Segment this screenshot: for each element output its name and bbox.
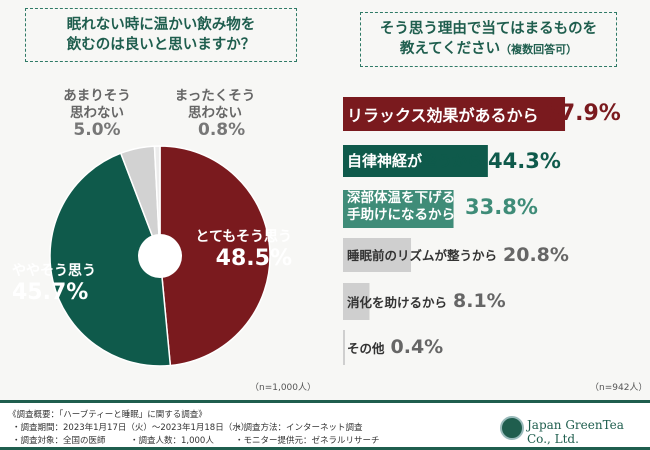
- pie-value: 5.0%: [73, 120, 121, 140]
- bar-category: リラックス効果があるから: [347, 105, 539, 125]
- bar-value: 33.8%: [465, 195, 538, 219]
- bar-value: 0.4%: [390, 336, 444, 358]
- question-line: そう思う理由で当てはまるものを: [379, 21, 598, 37]
- survey-period: ・調査期間：2023年1月17日（火）～2023年1月18日（水）: [12, 423, 250, 433]
- bar-label-row: リラックス効果があるから 67.9%: [347, 101, 621, 126]
- bar: [343, 283, 370, 320]
- survey-count: ・調査人数：1,000人: [130, 436, 214, 446]
- pie-slice: [159, 145, 271, 367]
- bar-label-row: 消化を助けるから 8.1%: [347, 290, 506, 312]
- bar-category: その他: [347, 340, 385, 356]
- bar-value: 8.1%: [453, 290, 506, 312]
- bar-value: 20.8%: [503, 243, 569, 266]
- pie-label-strongly-disagree: まったくそう思わない 0.8%: [170, 88, 260, 139]
- pie-value: 0.8%: [198, 120, 246, 140]
- bar: [343, 238, 412, 272]
- bar-category: 深部体温を下げる手助けになるから: [347, 190, 455, 223]
- left-sample-size: （n=1,000人）: [250, 383, 317, 393]
- bar: [343, 330, 345, 365]
- bar-value: 44.3%: [488, 148, 561, 173]
- bar-label-row: 深部体温を下げる手助けになるから 33.8%: [347, 190, 538, 224]
- pie-slice: [49, 152, 172, 367]
- pie-slice: [153, 145, 161, 257]
- pie-label-somewhat-disagree: あまりそう思わない 5.0%: [63, 88, 131, 140]
- bar-chart: [343, 97, 566, 365]
- question-note: （複数回答可）: [500, 43, 578, 56]
- survey-title: 《調査概要：「ハーブティーと睡眠」に関する調査》: [8, 410, 207, 420]
- footer: 《調査概要：「ハーブティーと睡眠」に関する調査》 ・調査期間：2023年1月17…: [0, 400, 650, 450]
- bar-category: 睡眠前のリズムが整うから: [347, 248, 498, 263]
- pie-label-somewhat-agree: ややそう思う 45.7%: [12, 263, 96, 305]
- question-line: 飲むのは良いと思いますか？: [66, 37, 256, 53]
- bar-label-row: その他 0.4%: [347, 336, 443, 358]
- bar: [343, 97, 566, 131]
- question-line: 眠れない時に温かい飲み物を: [66, 17, 256, 33]
- bar-label-row: 睡眠前のリズムが整うから 20.8%: [347, 244, 569, 266]
- bar: [343, 190, 454, 228]
- bar: [343, 145, 488, 177]
- brand-name: Japan GreenTea Co., Ltd.: [527, 418, 624, 446]
- survey-target: ・調査対象：全国の医師: [12, 436, 106, 446]
- pie-chart: [49, 145, 271, 367]
- bar-category: 消化を助けるから: [347, 294, 448, 310]
- left-question: 眠れない時に温かい飲み物を 飲むのは良いと思いますか？: [25, 8, 297, 62]
- question-line: 教えてください: [399, 41, 501, 57]
- pie-label-strongly-agree: とてもそう思う 48.5%: [195, 229, 292, 271]
- bar-value: 67.9%: [544, 101, 621, 126]
- survey-method: ・調査方法：インターネット調査: [235, 423, 363, 433]
- right-sample-size: （n=942人）: [590, 383, 648, 393]
- bar-label-row: 自律神経が整うから 44.3%: [347, 149, 561, 173]
- survey-provider: ・モニター提供元：ゼネラルリサーチ: [235, 436, 380, 446]
- bar-category: 自律神経が整うから: [347, 152, 483, 170]
- brand-logo-icon: [500, 416, 524, 440]
- donut-hole: [138, 234, 182, 278]
- right-question: そう思う理由で当てはまるものを 教えてください（複数回答可）: [360, 12, 617, 67]
